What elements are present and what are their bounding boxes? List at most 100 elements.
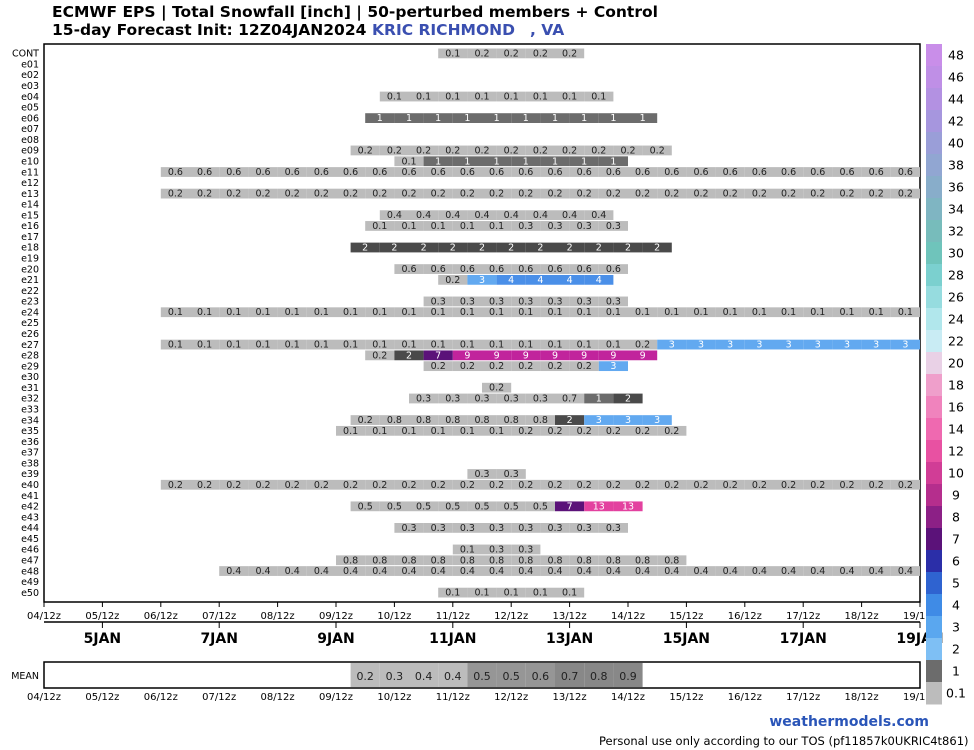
cell-value-label: 0.1 — [401, 221, 416, 232]
chart-title-line2: 15-day Forecast Init: 12Z04JAN2024 — [52, 21, 367, 39]
snow-cell — [467, 415, 497, 425]
snow-cell — [525, 393, 555, 404]
cell-value-label: 0.1 — [723, 307, 738, 318]
snow-cell — [452, 544, 482, 555]
colorbar-segment — [926, 682, 942, 705]
cell-value-label: 0.1 — [343, 340, 358, 351]
member-label: e03 — [21, 81, 39, 92]
mean-time-tick-label: 07/12z — [202, 692, 236, 703]
snow-cell — [584, 210, 614, 221]
snow-cell — [628, 339, 658, 350]
snow-cell — [467, 242, 497, 253]
cell-value-label: 0.6 — [343, 167, 358, 178]
snow-cell — [496, 587, 526, 598]
cell-value-label: 0.1 — [606, 340, 621, 351]
cell-value-label: 1 — [581, 113, 587, 124]
cell-value-label: 0.6 — [431, 167, 446, 178]
snow-cell — [540, 113, 570, 123]
cell-value-label: 0.1 — [489, 426, 504, 437]
snow-cell — [423, 307, 453, 318]
snow-cell — [452, 296, 482, 307]
cell-value-label: 0.2 — [518, 189, 533, 200]
snow-cell — [496, 415, 526, 425]
snow-cell — [803, 339, 833, 350]
snow-cell — [306, 479, 336, 490]
mean-time-tick-label: 17/12z — [786, 692, 820, 703]
cell-value-label: 0.2 — [518, 480, 533, 491]
cell-value-label: 0.2 — [693, 480, 708, 491]
snow-cell — [525, 210, 555, 221]
snow-cell — [584, 145, 614, 156]
snow-cell — [423, 221, 453, 231]
cell-value-label: 0.1 — [445, 48, 460, 59]
cell-value-label: 0.1 — [752, 307, 767, 318]
cell-value-label: 0.1 — [489, 307, 504, 318]
snow-cell — [394, 339, 424, 350]
snow-cell — [890, 339, 920, 350]
member-label: e32 — [21, 394, 39, 405]
colorbar-label: 14 — [948, 421, 964, 436]
cell-value-label: 0.6 — [664, 167, 679, 178]
colorbar-segment — [926, 418, 942, 441]
snow-cell — [467, 91, 497, 102]
snow-cell — [394, 156, 424, 167]
snow-cell — [423, 167, 453, 177]
date-label: 5JAN — [84, 631, 122, 647]
snow-cell — [394, 188, 424, 199]
snow-cell — [394, 566, 424, 576]
snow-cell — [482, 264, 512, 274]
snow-cell — [569, 339, 599, 350]
cell-value-label: 0.1 — [314, 307, 329, 318]
snow-cell — [452, 555, 482, 566]
colorbar-label: 1 — [952, 663, 960, 678]
snow-cell — [628, 167, 658, 177]
cell-value-label: 0.1 — [343, 307, 358, 318]
snow-cell — [160, 339, 190, 350]
member-label: e17 — [21, 232, 39, 243]
cell-value-label: 0.2 — [547, 189, 562, 200]
cell-value-label: 2 — [391, 243, 397, 254]
mean-cell — [438, 663, 468, 687]
snow-cell — [511, 221, 541, 231]
snow-cell — [715, 479, 745, 490]
cell-value-label: 0.1 — [547, 340, 562, 351]
cell-value-label: 0.2 — [547, 480, 562, 491]
brand-link[interactable]: weathermodels.com — [769, 714, 929, 730]
colorbar-label: 0.1 — [946, 685, 966, 700]
mean-time-tick-label: 10/12z — [377, 692, 411, 703]
cell-value-label: 0.8 — [664, 555, 679, 566]
snow-cell — [190, 167, 220, 177]
cell-value-label: 0.2 — [343, 480, 358, 491]
member-label: e24 — [21, 307, 39, 318]
time-tick-label: 13/12z — [553, 611, 587, 622]
cell-value-label: 2 — [596, 243, 602, 254]
colorbar-segment — [926, 220, 942, 243]
cell-value-label: 0.2 — [562, 48, 577, 59]
snow-cell — [409, 242, 439, 253]
cell-value-label: 0.5 — [504, 501, 519, 512]
cell-value-label: 0.5 — [533, 501, 548, 512]
mean-cell — [379, 663, 409, 687]
snow-cell — [628, 188, 658, 199]
snow-cell — [496, 91, 526, 102]
cell-value-label: 0.2 — [810, 189, 825, 200]
cell-value-label: 0.3 — [547, 296, 562, 307]
cell-value-label: 0.2 — [869, 480, 884, 491]
cell-value-label: 0.6 — [869, 167, 884, 178]
snow-cell — [584, 274, 614, 285]
cell-value-label: 0.8 — [431, 555, 446, 566]
colorbar-label: 8 — [952, 509, 960, 524]
snow-cell — [277, 307, 307, 318]
snow-cell — [540, 221, 570, 231]
snow-cell — [803, 479, 833, 490]
member-label: e19 — [21, 254, 39, 265]
cell-value-label: 4 — [567, 275, 573, 286]
cell-value-label: 3 — [698, 340, 704, 351]
member-label: e15 — [21, 210, 39, 221]
cell-value-label: 0.1 — [606, 307, 621, 318]
cell-value-label: 0.1 — [255, 307, 270, 318]
cell-value-label: 0.4 — [401, 566, 416, 577]
colorbar-label: 18 — [948, 377, 964, 392]
cell-value-label: 0.8 — [416, 415, 431, 426]
location-label: KRIC RICHMOND — [372, 21, 515, 39]
